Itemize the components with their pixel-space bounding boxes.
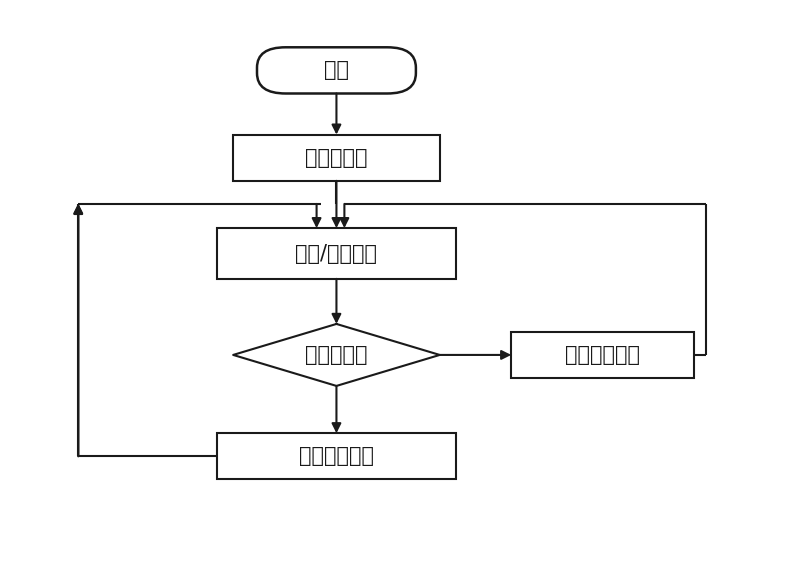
Text: 系统初始化: 系统初始化: [305, 148, 368, 168]
Text: 接收/解析命令: 接收/解析命令: [295, 244, 378, 263]
Text: 开始: 开始: [324, 60, 349, 80]
Bar: [511, 332, 694, 378]
Text: 天线检测？: 天线检测？: [305, 345, 368, 365]
Bar: [218, 433, 456, 480]
FancyBboxPatch shape: [257, 47, 416, 93]
Text: 进入检测流程: 进入检测流程: [299, 446, 374, 467]
Bar: [218, 228, 456, 279]
Bar: [233, 135, 440, 181]
Text: 其他处理流程: 其他处理流程: [565, 345, 640, 365]
